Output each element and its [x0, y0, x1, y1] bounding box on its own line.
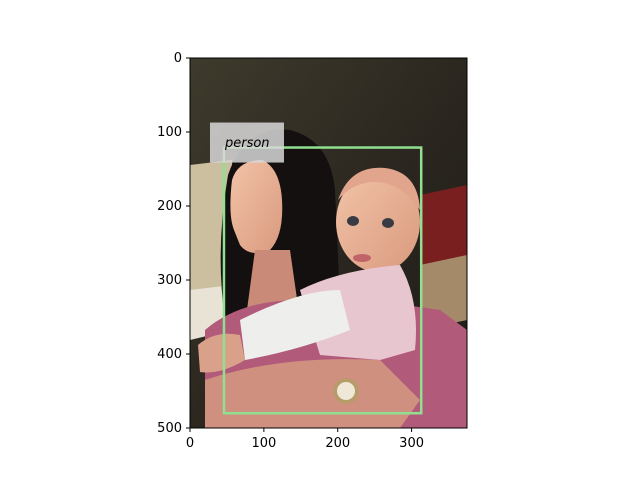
x-tick-label: 0 [186, 436, 194, 451]
bounding-box [222, 146, 423, 415]
y-tick-label: 400 [157, 347, 182, 362]
annotation-person: person [209, 122, 423, 415]
y-axis: 0 100 200 300 400 500 [157, 51, 190, 436]
label-background [209, 122, 284, 163]
x-tick-label: 200 [325, 436, 350, 451]
y-tick-label: 300 [157, 273, 182, 288]
y-tick-label: 100 [157, 125, 182, 140]
y-tick-label: 500 [157, 421, 182, 436]
x-axis: 0 100 200 300 [186, 428, 424, 451]
y-tick-label: 0 [174, 51, 182, 66]
x-tick-label: 300 [399, 436, 424, 451]
x-tick-label: 100 [251, 436, 276, 451]
photo [190, 58, 467, 428]
axes-frame [189, 57, 468, 429]
y-tick-label: 200 [157, 199, 182, 214]
box-label: person [224, 136, 270, 151]
